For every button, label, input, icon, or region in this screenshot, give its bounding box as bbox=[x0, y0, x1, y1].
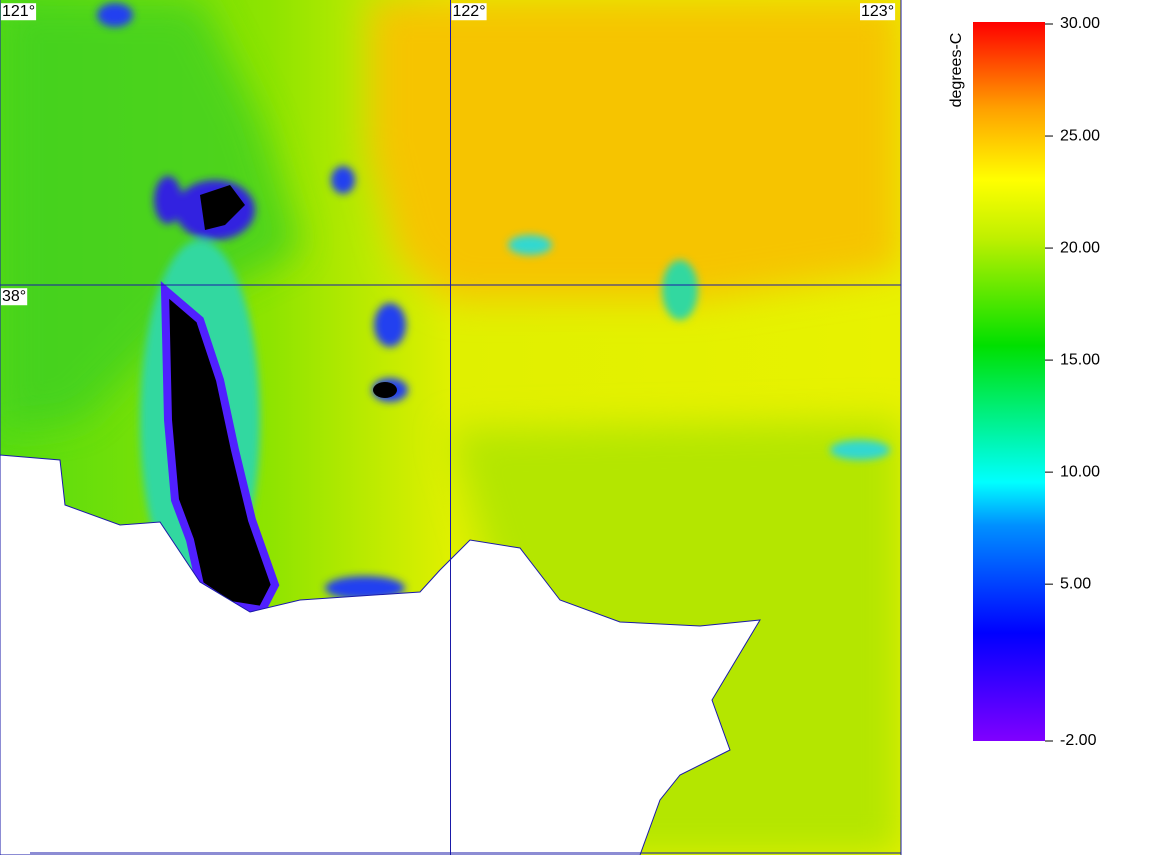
land bbox=[0, 454, 761, 855]
colorbar-tick-label: -2.00 bbox=[1060, 732, 1097, 749]
cold-upwelling bbox=[200, 185, 245, 230]
grid-label-bg bbox=[451, 3, 487, 21]
grid-label-bg bbox=[860, 3, 896, 21]
cool-water bbox=[0, 0, 300, 430]
colorbar-tick-label: 25.00 bbox=[1060, 127, 1100, 144]
colorbar-tick-label: 20.00 bbox=[1060, 239, 1100, 256]
colorbar bbox=[973, 22, 1045, 741]
grid-label: 123° bbox=[861, 3, 894, 20]
cold-upwelling bbox=[373, 382, 397, 398]
grid-label-bg bbox=[1, 288, 28, 306]
grid-label: 38° bbox=[2, 288, 26, 305]
colorbar-tick-label: 10.00 bbox=[1060, 463, 1100, 480]
colorbar-tick-label: 15.00 bbox=[1060, 351, 1100, 368]
warm-water bbox=[370, 0, 901, 300]
grid-label: 121° bbox=[2, 3, 35, 20]
colorbar-tick-label: 5.00 bbox=[1060, 575, 1091, 592]
colorbar-tick-label: 30.00 bbox=[1060, 15, 1100, 32]
grid-label: 122° bbox=[453, 3, 486, 20]
colorbar-title: degrees-C bbox=[948, 33, 965, 108]
grid-label-bg bbox=[1, 3, 37, 21]
